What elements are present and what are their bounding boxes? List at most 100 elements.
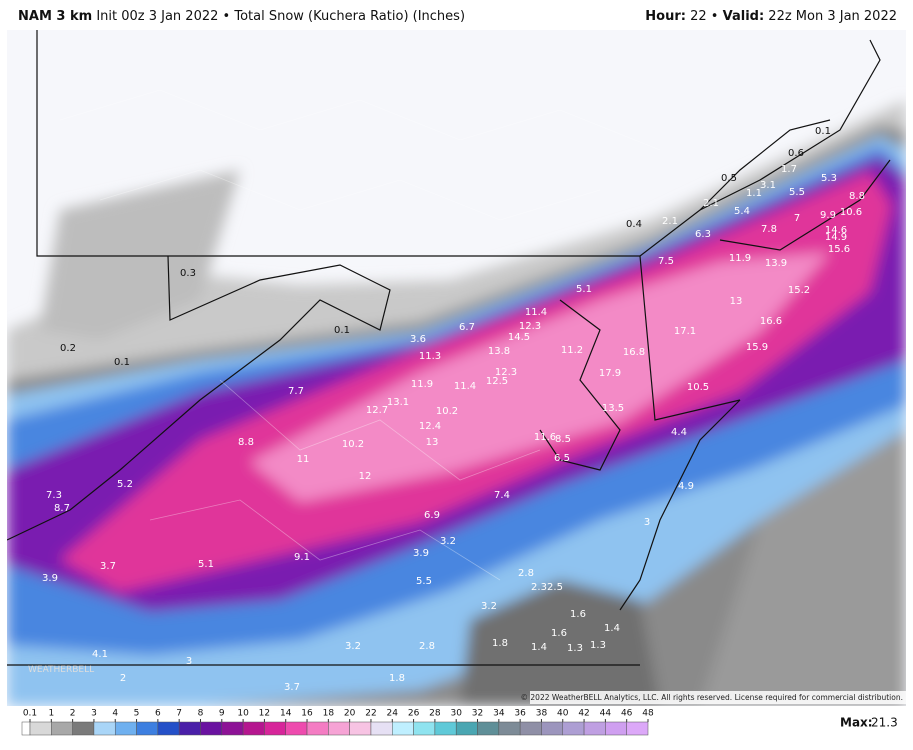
snow-value: 3.2 — [345, 641, 361, 652]
snow-value: 5.5 — [416, 576, 432, 587]
legend-swatch — [349, 721, 372, 736]
legend-label: 8 — [198, 709, 204, 719]
snow-value: 3.7 — [284, 682, 300, 693]
legend-swatch — [477, 721, 500, 736]
legend-label: 5 — [134, 709, 140, 719]
copyright: © 2022 WeatherBELL Analytics, LLC. All r… — [521, 693, 903, 702]
coast — [619, 399, 741, 611]
watermark: WEATHERBELL — [28, 665, 94, 675]
border — [699, 119, 831, 211]
county-lines — [59, 89, 661, 581]
snow-value: 7.3 — [46, 490, 62, 501]
snow-value: 13.5 — [602, 403, 624, 414]
snow-value: 11.6 — [534, 432, 556, 443]
legend-label: 32 — [472, 709, 483, 719]
legend-swatch — [434, 721, 457, 736]
snow-value: 0.5 — [721, 173, 737, 184]
legend-label: 22 — [365, 709, 376, 719]
legend-label: 0.1 — [23, 709, 37, 719]
legend-label: 12 — [259, 709, 270, 719]
legend-swatch — [306, 721, 329, 736]
snow-value: 5.5 — [789, 187, 805, 198]
snow-value: 0.6 — [788, 148, 804, 159]
snow-value: 3 — [186, 656, 192, 667]
snow-value: 7.4 — [494, 490, 510, 501]
snow-value: 11.3 — [419, 351, 441, 362]
snow-value: 11.9 — [729, 253, 751, 264]
snow-value: 9.9 — [820, 210, 836, 221]
snow-value: 7.7 — [288, 386, 304, 397]
snow-value: 14.9 — [825, 232, 847, 243]
legend-swatch — [178, 721, 201, 736]
snow-value: 12.4 — [419, 421, 441, 432]
snow-value: 3 — [644, 517, 650, 528]
snow-value: 12 — [359, 471, 372, 482]
legend-swatch — [541, 721, 564, 736]
boundaries — [7, 30, 891, 666]
coast — [719, 159, 891, 251]
snow-value: 5.3 — [821, 173, 837, 184]
legend-swatch — [21, 721, 31, 736]
snow-value: 11.2 — [561, 345, 583, 356]
snow-value: 2.3 — [531, 582, 547, 593]
snow-value: 5.2 — [117, 479, 133, 490]
copyright-bg — [530, 691, 906, 704]
snow-value: 1.4 — [531, 642, 547, 653]
snow-value: 0.1 — [334, 325, 350, 336]
legend-label: 16 — [301, 709, 313, 719]
snow-value: 3.2 — [481, 601, 497, 612]
border — [639, 255, 741, 421]
snow-value: 10.5 — [687, 382, 709, 393]
snow-value: 0.2 — [60, 343, 76, 354]
snow-value: 4.1 — [92, 649, 108, 660]
snow-value: 1.3 — [567, 643, 583, 654]
snow-value: 13 — [730, 296, 743, 307]
legend-swatch — [114, 721, 137, 736]
legend-label: 28 — [429, 709, 441, 719]
snow-value: 6.7 — [459, 322, 475, 333]
legend-swatch — [328, 721, 350, 736]
snow-value: 5.1 — [576, 284, 592, 295]
snow-value: 4.9 — [678, 481, 694, 492]
snow-value: 2.1 — [703, 198, 719, 209]
snow-value: 11.4 — [454, 381, 476, 392]
snow-value: 11.4 — [525, 307, 547, 318]
snow-value: 11.9 — [411, 379, 433, 390]
max-value: 21.3 — [871, 716, 898, 730]
legend-label: 24 — [387, 709, 399, 719]
swath — [40, 170, 240, 340]
snow-value: 9.1 — [294, 552, 310, 563]
legend-swatch — [562, 721, 585, 736]
snow-value: 2 — [120, 673, 126, 684]
snow-value: 8.7 — [54, 503, 70, 514]
snow-field: 0.3 0.2 0.1 0.1 3.6 6.7 11.3 11.9 11.4 12.5 13.8 14… — [7, 30, 906, 706]
snow-value: 16.8 — [623, 347, 645, 358]
valid-info: Hour: 22 • Valid: 22z Mon 3 Jan 2022 — [645, 9, 897, 24]
snow-value: 10.6 — [840, 207, 862, 218]
legend-swatch — [605, 721, 627, 736]
legend-swatch — [285, 721, 308, 736]
model: NAM 3 km — [18, 9, 93, 24]
border — [7, 255, 391, 541]
snow-value: 7.5 — [658, 256, 674, 267]
legend-label: 10 — [237, 709, 249, 719]
border — [36, 30, 640, 257]
legend-swatch — [157, 721, 180, 736]
legend-swatch — [51, 721, 73, 736]
snow-value: 15.9 — [746, 342, 768, 353]
snow-value: 15.6 — [828, 244, 850, 255]
snow-value: 2.5 — [547, 582, 563, 593]
snow-value: 16.6 — [760, 316, 782, 327]
legend: 0.1 1 2 3 4 5 6 7 8 9 10 12 14 16 18 20 22 24 26 28 30 32 34 36… — [21, 709, 654, 736]
max-label: Max: — [840, 716, 873, 730]
legend-swatch — [626, 721, 649, 736]
legend-swatch — [29, 721, 52, 736]
legend-swatch — [264, 721, 286, 736]
snow-value: 0.4 — [626, 219, 642, 230]
header: NAM 3 km Init 00z 3 Jan 2022 • Total Sno… — [0, 0, 913, 30]
snow-value: 10.2 — [342, 439, 364, 450]
swath — [460, 580, 660, 706]
legend-label: 4 — [112, 709, 118, 719]
title: NAM 3 km Init 00z 3 Jan 2022 • Total Sno… — [18, 9, 465, 24]
